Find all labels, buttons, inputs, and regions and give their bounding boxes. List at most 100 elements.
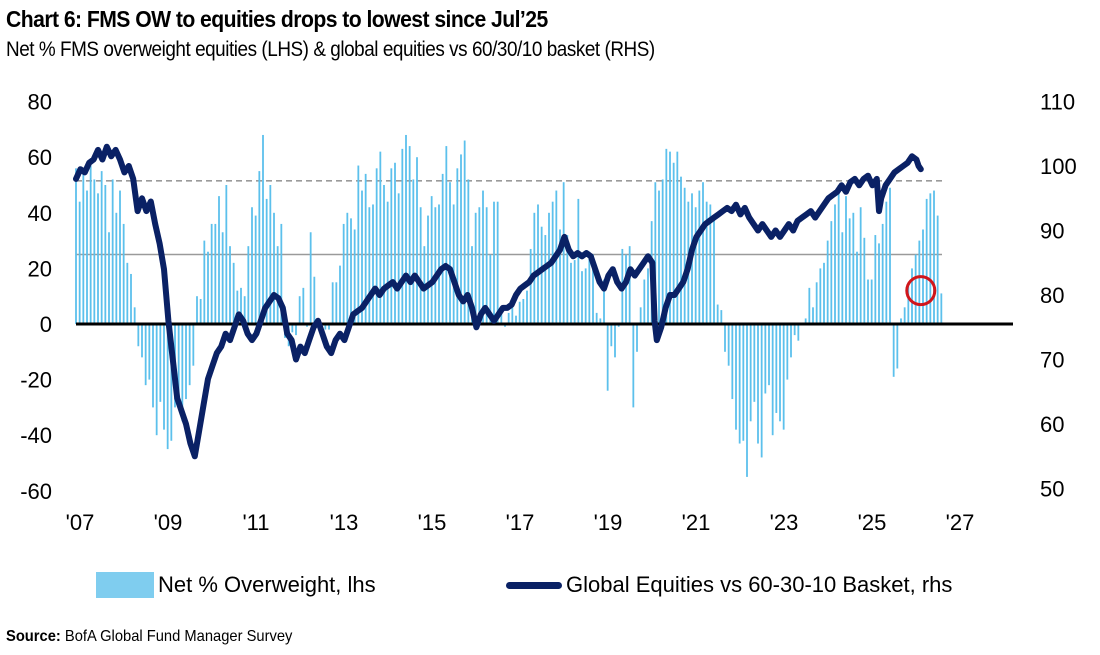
bar <box>610 324 613 347</box>
bar <box>705 201 708 324</box>
x-axis-tick-label: '27 <box>946 510 975 535</box>
bar <box>170 324 173 441</box>
bar <box>753 324 756 402</box>
bar <box>614 324 616 358</box>
bar <box>797 324 800 341</box>
bar <box>441 173 444 324</box>
bar <box>177 324 180 394</box>
legend-swatch-bars <box>96 572 154 598</box>
bar <box>163 324 165 430</box>
bar <box>518 301 521 324</box>
bar <box>273 212 275 324</box>
bar <box>918 240 921 324</box>
bar <box>115 212 118 324</box>
right-axis-tick-label: 60 <box>1040 412 1064 437</box>
bar <box>742 324 745 441</box>
bar <box>768 324 770 386</box>
bar <box>900 318 902 324</box>
bar <box>738 324 741 444</box>
bar <box>203 240 206 324</box>
bar <box>295 324 297 336</box>
bar <box>258 171 261 324</box>
bar <box>837 185 840 324</box>
bar <box>834 204 836 324</box>
bar <box>126 262 129 324</box>
bar <box>434 207 437 324</box>
bar <box>911 268 913 324</box>
left-axis-tick-label: 20 <box>28 256 52 281</box>
bar <box>141 324 143 358</box>
right-axis-tick-label: 90 <box>1040 219 1064 244</box>
bar <box>159 324 162 402</box>
bar <box>192 324 195 366</box>
bar <box>570 262 572 324</box>
bar <box>254 215 257 324</box>
bar <box>716 304 719 324</box>
bar <box>606 324 609 391</box>
bar <box>625 254 627 324</box>
legend-item-global-equities: Global Equities vs 60-30-10 Basket, rhs <box>506 572 952 598</box>
bar <box>144 324 147 386</box>
bar <box>449 182 451 324</box>
legend-label-net-overweight: Net % Overweight, lhs <box>158 572 376 597</box>
bar <box>229 246 231 324</box>
bar <box>412 179 415 324</box>
bar <box>804 318 807 324</box>
bar <box>595 312 598 324</box>
source-text: BofA Global Fund Manager Survey <box>64 628 293 645</box>
bar <box>386 201 389 324</box>
bar <box>482 190 484 324</box>
right-axis-ticks: 110 100 90 80 70 60 50 <box>1040 90 1077 502</box>
bar <box>353 229 356 324</box>
x-axis-tick-label: '21 <box>682 510 711 535</box>
bar <box>427 215 429 324</box>
bar <box>221 232 224 324</box>
bar <box>727 324 730 366</box>
bar <box>262 134 264 324</box>
bar <box>856 251 858 324</box>
bar <box>111 179 114 324</box>
bar <box>309 232 312 324</box>
x-axis-tick-label: '19 <box>594 510 623 535</box>
bar <box>588 251 591 324</box>
bar <box>775 324 778 413</box>
bar <box>636 324 638 352</box>
bar <box>533 212 536 324</box>
bar <box>720 310 723 324</box>
left-axis-tick-label: -60 <box>20 479 52 504</box>
bar <box>764 324 767 394</box>
bar <box>889 187 891 324</box>
bar <box>830 221 833 324</box>
bar <box>471 246 473 324</box>
bar <box>823 262 825 324</box>
bar <box>137 324 140 347</box>
bar <box>592 254 594 324</box>
x-axis-tick-label: '13 <box>330 510 359 535</box>
bar <box>654 182 657 324</box>
bar <box>694 207 697 324</box>
bar <box>467 179 470 324</box>
left-axis-tick-label: -40 <box>20 423 52 448</box>
x-axis-tick-label: '17 <box>506 510 535 535</box>
bar <box>786 324 789 380</box>
bar <box>526 290 528 324</box>
highlight-circle <box>905 275 937 307</box>
bar <box>298 296 301 324</box>
bar <box>870 279 873 324</box>
bar <box>390 168 393 324</box>
bar <box>357 165 360 324</box>
bar <box>408 146 411 324</box>
bar <box>793 324 796 336</box>
bar <box>383 185 385 324</box>
bar <box>731 324 734 400</box>
bar <box>368 207 371 324</box>
bar <box>643 279 646 324</box>
bar <box>100 171 103 324</box>
bar <box>647 268 649 324</box>
bar <box>669 151 671 324</box>
bar <box>658 190 660 324</box>
bar <box>166 324 169 450</box>
bar <box>782 324 785 430</box>
bar <box>416 157 418 324</box>
bar <box>661 179 664 324</box>
